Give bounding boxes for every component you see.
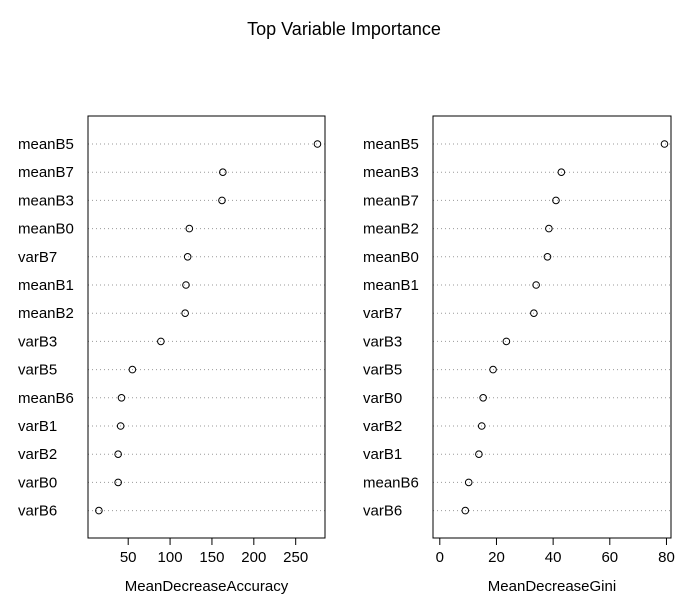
data-point	[114, 450, 122, 459]
data-point	[218, 196, 226, 205]
category-label: varB2	[18, 446, 57, 463]
data-point	[479, 394, 487, 402]
x-tick-label: 20	[488, 549, 505, 566]
data-point	[475, 450, 483, 459]
data-point	[182, 281, 190, 289]
x-tick-label: 80	[658, 549, 675, 566]
data-point	[116, 422, 125, 430]
data-point	[128, 365, 137, 374]
data-point	[95, 506, 103, 515]
x-tick-label: 50	[120, 549, 137, 566]
category-label: varB7	[363, 305, 402, 322]
data-point	[552, 196, 560, 205]
panel-2: meanB5 meanB3 meanB7 meanB2 meanB0 meanB1 varB…	[363, 115, 675, 595]
category-label: meanB6	[363, 474, 419, 491]
data-point	[117, 394, 126, 402]
category-label: meanB2	[363, 221, 419, 238]
category-label: varB0	[363, 390, 402, 407]
plot-frame	[432, 115, 672, 539]
data-point	[181, 309, 189, 318]
x-tick-label: 0	[436, 549, 444, 566]
plot-frame	[87, 115, 326, 539]
data-point	[183, 252, 192, 261]
data-point	[219, 168, 227, 176]
category-label: varB3	[363, 333, 402, 350]
data-point	[185, 224, 194, 233]
category-label: varB5	[363, 362, 402, 379]
category-label: meanB7	[18, 164, 74, 181]
data-point	[464, 478, 473, 487]
category-label: meanB7	[363, 192, 419, 209]
x-tick-label: 200	[241, 549, 266, 566]
plot-panels: meanB5meanB7meanB3meanB0varB7meanB1meanB…	[18, 115, 675, 595]
category-label: varB6	[363, 503, 402, 520]
data-point	[461, 506, 470, 515]
x-axis-label: MeanDecreaseAccuracy	[125, 578, 289, 595]
data-point	[502, 337, 511, 346]
data-point	[114, 478, 122, 487]
category-label: varB2	[363, 418, 402, 435]
category-label: meanB5	[18, 136, 74, 153]
data-point	[477, 422, 486, 430]
category-label: varB0	[18, 474, 57, 491]
data-point	[660, 140, 669, 148]
panel-1: meanB5 meanB7 meanB3 meanB0 varB7 meanB1 meanB…	[18, 115, 326, 595]
category-label: meanB3	[18, 192, 74, 209]
x-axis-label: MeanDecreaseGini	[488, 578, 616, 595]
x-tick-label: 150	[199, 549, 224, 566]
data-point	[545, 224, 553, 233]
category-label: varB3	[18, 333, 57, 350]
category-label: meanB0	[18, 221, 74, 238]
x-tick-label: 100	[158, 549, 183, 566]
chart-title: Top Variable Importance	[247, 19, 441, 39]
category-label: varB1	[18, 418, 57, 435]
data-point	[530, 309, 538, 318]
category-label: meanB1	[18, 277, 74, 294]
x-tick-label: 60	[601, 549, 618, 566]
category-label: varB1	[363, 446, 402, 463]
category-label: varB7	[18, 249, 57, 266]
x-tick-label: 40	[545, 549, 562, 566]
category-label: meanB6	[18, 390, 74, 407]
data-point	[543, 252, 552, 261]
category-label: meanB3	[363, 164, 419, 181]
data-point	[157, 337, 165, 346]
category-label: meanB0	[363, 249, 419, 266]
category-label: meanB1	[363, 277, 419, 294]
category-label: varB6	[18, 503, 57, 520]
data-point	[313, 140, 322, 148]
data-point	[557, 168, 566, 176]
category-label: meanB2	[18, 305, 74, 322]
category-label: varB5	[18, 362, 57, 379]
x-tick-label: 250	[283, 549, 308, 566]
data-point	[489, 365, 497, 374]
category-label: meanB5	[363, 136, 419, 153]
data-point	[532, 281, 540, 289]
